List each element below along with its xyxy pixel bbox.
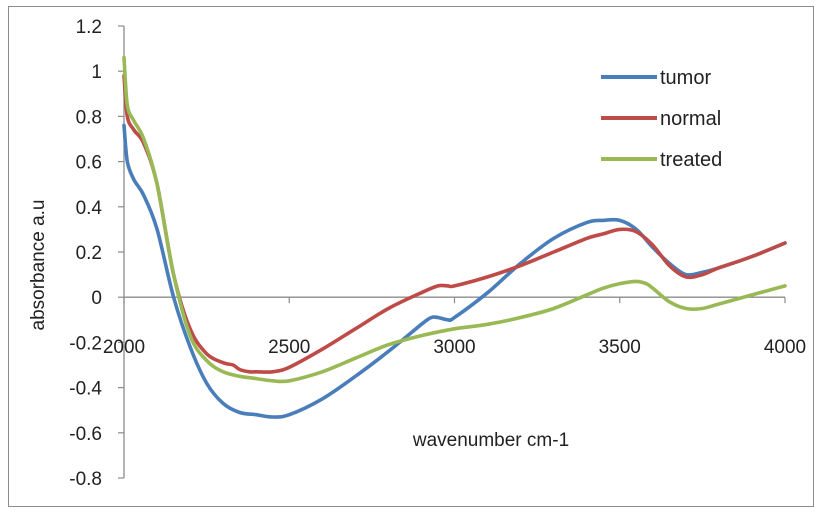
y-axis-title: absorbance a.u [28, 200, 49, 331]
y-tick-label: -0.6 [69, 424, 102, 445]
y-tick-label: 0.2 [76, 243, 102, 264]
x-tick-label: 2000 [103, 337, 145, 358]
y-tick-label: -0.2 [69, 333, 102, 354]
chart-frame [8, 6, 814, 507]
y-tick-label: 0 [91, 288, 102, 309]
y-tick-label: 0.8 [76, 107, 102, 128]
y-tick-label: 1.2 [76, 17, 102, 38]
series-line-treated [122, 55, 787, 384]
x-axis: 2000 2500 3000 3500 4000 [103, 296, 806, 358]
x-tick-label: 4000 [764, 337, 806, 358]
x-tick-label: 2500 [268, 337, 310, 358]
x-tick-label: 3000 [433, 337, 475, 358]
x-tick-label: 3500 [599, 337, 641, 358]
y-tick-label: 0.4 [76, 198, 103, 219]
y-tick-label: 0.6 [76, 153, 102, 174]
y-tick-label: -0.8 [69, 469, 102, 490]
legend-label-treated: treated [660, 149, 722, 171]
y-tick-label: 1 [91, 62, 102, 83]
y-axis: 1.2 1 0.8 0.6 0.4 0.2 0 -0.2 -0.4 -0.6 -0.8 [69, 17, 125, 490]
series-group [122, 55, 787, 419]
legend-label-tumor: tumor [660, 67, 711, 89]
y-tick-label: -0.4 [69, 379, 102, 400]
legend: tumor normal treated [601, 67, 722, 171]
legend-label-normal: normal [660, 108, 721, 130]
x-axis-title: wavenumber cm-1 [412, 430, 569, 451]
